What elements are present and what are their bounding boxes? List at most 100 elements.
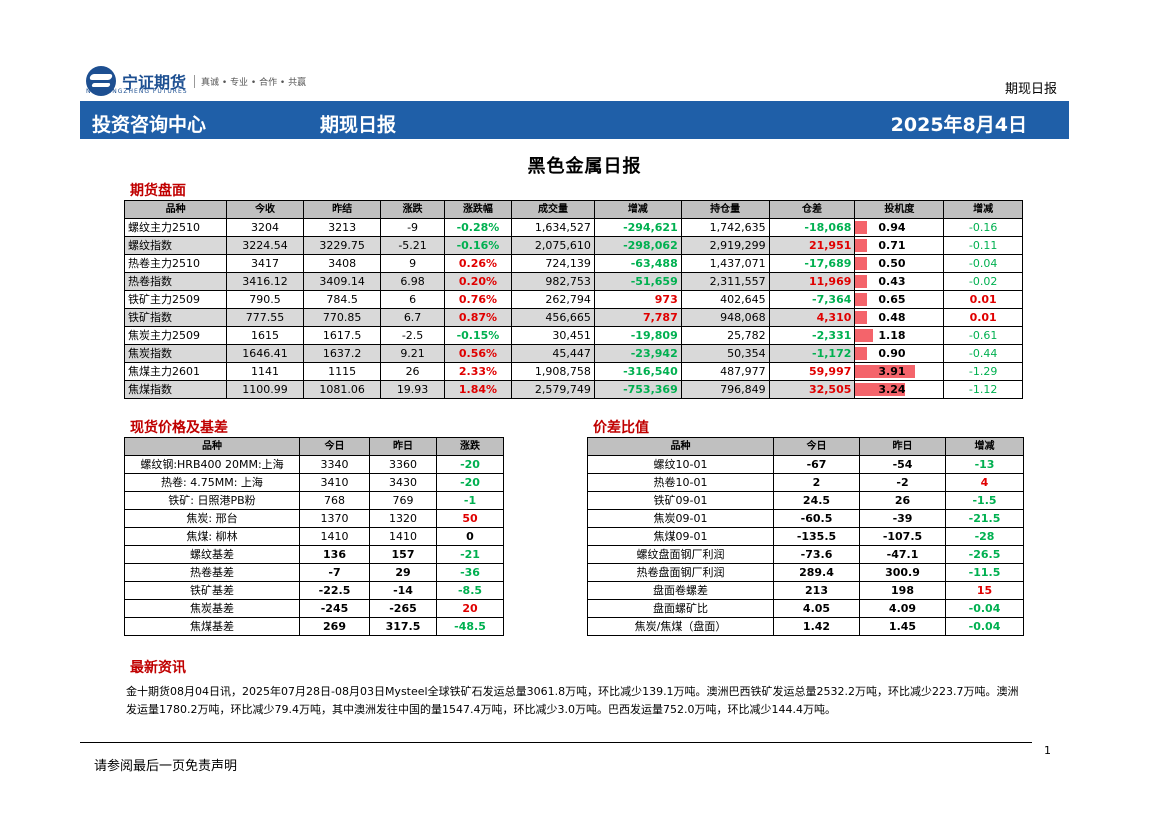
futures-cell: 1141 (226, 362, 304, 381)
futures-cell: 30,451 (511, 326, 595, 345)
spot-row: 焦煤: 柳林 1410 1410 0 (124, 527, 504, 546)
spot-cell: 铁矿: 日照港PB粉 (124, 491, 300, 510)
futures-cell: 9.21 (380, 344, 445, 363)
logo-slogan: 真诚 • 专业 • 合作 • 共赢 (194, 74, 306, 88)
futures-cell: 0.20% (443, 272, 513, 291)
futures-cell: -0.04 (943, 254, 1023, 273)
futures-cell: 0.90 (854, 344, 945, 363)
spread-section-title: 价差比值 (593, 420, 649, 436)
futures-row: 焦炭主力2509 1615 1617.5 -2.5 -0.15% 30,451 -19,80… (123, 326, 1023, 345)
spot-row: 焦煤基差 269 317.5 -48.5 (124, 617, 504, 636)
spot-cell: -22.5 (299, 581, 370, 600)
spot-cell: -8.5 (436, 581, 504, 600)
spread-cell: 焦炭/焦煤（盘面） (587, 617, 774, 636)
company-logo: 宁证期货 真诚 • 专业 • 合作 • 共赢 NFC NINGZHENG FUT… (86, 66, 306, 96)
futures-cell: -0.61 (943, 326, 1023, 345)
futures-cell: 0.50 (854, 254, 945, 273)
futures-cell: 焦炭指数 (123, 344, 228, 363)
futures-header-cell: 昨结 (302, 200, 382, 219)
futures-cell: -7,364 (768, 290, 856, 309)
futures-cell: -1.12 (943, 380, 1023, 399)
spot-cell: 269 (299, 617, 370, 636)
futures-header-cell: 今收 (226, 200, 304, 219)
futures-header-cell: 增减 (943, 200, 1023, 219)
spot-cell: 3430 (369, 473, 437, 492)
futures-cell: -0.02 (943, 272, 1023, 291)
futures-cell: 1081.06 (302, 380, 382, 399)
spot-header-cell: 品种 (124, 437, 300, 456)
futures-cell: -5.21 (380, 236, 445, 255)
page-title: 黑色金属日报 (527, 156, 642, 177)
futures-cell: 45,447 (511, 344, 595, 363)
futures-cell: 0.48 (854, 308, 945, 327)
footer-disclaimer: 请参阅最后一页免责声明 (94, 759, 238, 774)
spread-cell: -67 (773, 455, 860, 474)
futures-cell: 59,997 (768, 362, 856, 381)
futures-cell: -294,621 (593, 218, 682, 237)
spot-cell: 20 (436, 599, 504, 618)
spot-header-cell: 今日 (299, 437, 370, 456)
logo-name: 宁证期货 (122, 73, 187, 92)
spot-cell: 热卷: 4.75MM: 上海 (124, 473, 300, 492)
futures-cell: -0.16 (943, 218, 1023, 237)
speculation-value: 0.65 (878, 293, 906, 306)
spot-cell: -265 (369, 599, 437, 618)
spot-section-title: 现货价格及基差 (130, 420, 228, 436)
futures-cell: -2,331 (768, 326, 856, 345)
spread-cell: -47.1 (859, 545, 946, 564)
futures-cell: -316,540 (593, 362, 682, 381)
futures-cell: 1.18 (854, 326, 945, 345)
futures-cell: 6.7 (380, 308, 445, 327)
spread-cell: -2 (859, 473, 946, 492)
futures-cell: 796,849 (680, 380, 770, 399)
spot-cell: 0 (436, 527, 504, 546)
spot-cell: -21 (436, 545, 504, 564)
news-text: 金十期货08月04日讯，2025年07月28日-08月03日Mysteel全球铁… (126, 685, 1019, 716)
spot-cell: 焦炭: 邢台 (124, 509, 300, 528)
banner-department: 投资咨询中心 (92, 114, 207, 136)
spot-cell: 1370 (299, 509, 370, 528)
spot-row: 螺纹钢:HRB400 20MM:上海 3340 3360 -20 (124, 455, 504, 474)
futures-cell: 3408 (302, 254, 382, 273)
futures-cell: 0.94 (854, 218, 945, 237)
spot-cell: 768 (299, 491, 370, 510)
speculation-bar (855, 293, 867, 306)
spread-row: 热卷10-01 2 -2 4 (587, 473, 1024, 492)
speculation-bar (855, 383, 905, 396)
spread-cell: 热卷盘面钢厂利润 (587, 563, 774, 582)
spread-cell: -11.5 (945, 563, 1024, 582)
futures-cell: 1100.99 (226, 380, 304, 399)
futures-cell: 3417 (226, 254, 304, 273)
futures-row: 热卷主力2510 3417 3408 9 0.26% 724,139 -63,488 1,43… (123, 254, 1023, 273)
futures-cell: 1637.2 (302, 344, 382, 363)
spread-cell: -60.5 (773, 509, 860, 528)
spread-row: 螺纹盘面钢厂利润 -73.6 -47.1 -26.5 (587, 545, 1024, 564)
spread-cell: 热卷10-01 (587, 473, 774, 492)
spread-cell: 15 (945, 581, 1024, 600)
futures-cell: 1646.41 (226, 344, 304, 363)
spread-cell: 盘面螺矿比 (587, 599, 774, 618)
speculation-bar (855, 347, 867, 360)
spread-cell: 198 (859, 581, 946, 600)
speculation-bar (855, 239, 867, 252)
futures-cell: 焦煤主力2601 (123, 362, 228, 381)
futures-cell: 0.26% (443, 254, 513, 273)
futures-cell: 螺纹主力2510 (123, 218, 228, 237)
spot-cell: 29 (369, 563, 437, 582)
futures-cell: 1.84% (443, 380, 513, 399)
futures-cell: -1.29 (943, 362, 1023, 381)
futures-cell: 770.85 (302, 308, 382, 327)
speculation-bar (855, 365, 916, 378)
spread-row: 盘面卷螺差 213 198 15 (587, 581, 1024, 600)
spread-cell: 焦煤09-01 (587, 527, 774, 546)
speculation-value: 3.91 (878, 365, 906, 378)
futures-cell: 0.76% (443, 290, 513, 309)
futures-cell: 3409.14 (302, 272, 382, 291)
futures-header-cell: 持仓量 (680, 200, 770, 219)
futures-cell: 1115 (302, 362, 382, 381)
futures-cell: -753,369 (593, 380, 682, 399)
futures-header-cell: 成交量 (511, 200, 595, 219)
title-banner: 投资咨询中心 期现日报 2025年8月4日 (80, 101, 1069, 139)
futures-row: 铁矿主力2509 790.5 784.5 6 0.76% 262,794 973 402,64… (123, 290, 1023, 309)
futures-cell: 3416.12 (226, 272, 304, 291)
